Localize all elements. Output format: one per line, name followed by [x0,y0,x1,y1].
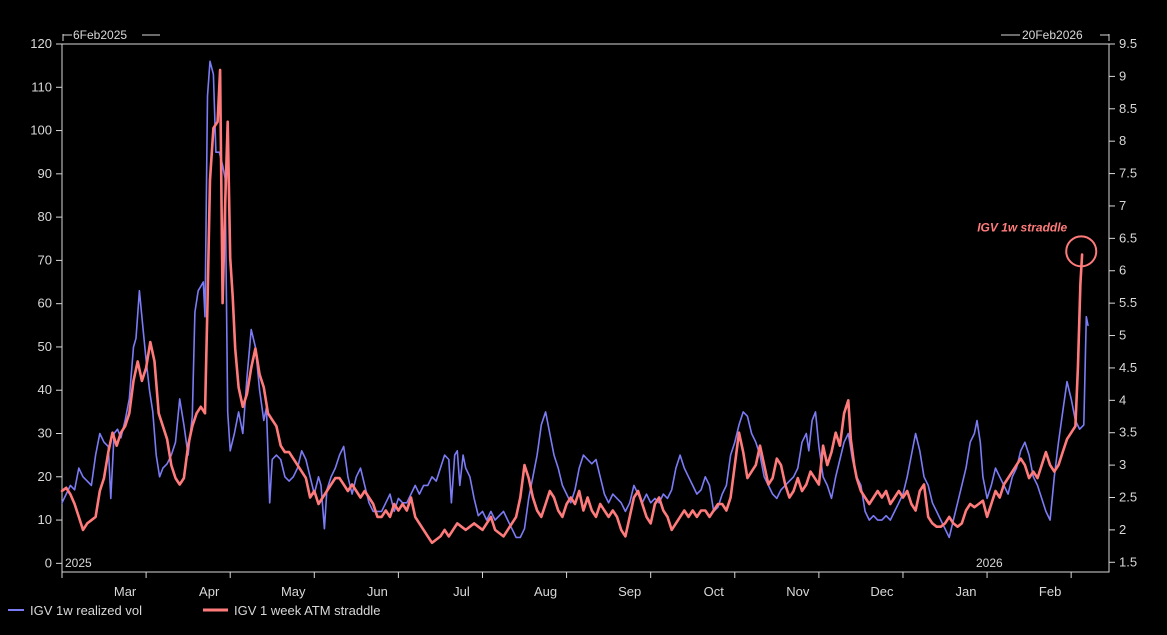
right-y-tick-label: 1.5 [1119,554,1137,569]
x-tick-label: Apr [199,584,220,599]
right-y-tick-label: 9.5 [1119,36,1137,51]
left-y-tick-label: 80 [38,209,52,224]
right-y-tick-label: 4.5 [1119,360,1137,375]
x-tick-label: Aug [534,584,557,599]
right-y-tick-label: 7.5 [1119,166,1137,181]
right-y-tick-label: 7 [1119,198,1126,213]
left-y-tick-label: 50 [38,339,52,354]
left-y-tick-label: 20 [38,469,52,484]
right-y-tick-label: 3 [1119,457,1126,472]
plot-frame [61,43,1110,573]
x-tick-label: Jul [453,584,470,599]
right-y-tick-label: 4 [1119,392,1126,407]
right-y-tick-label: 9 [1119,68,1126,83]
right-y-tick-label: 5 [1119,328,1126,343]
left-y-tick-label: 120 [30,36,52,51]
right-y-tick-label: 2.5 [1119,489,1137,504]
end-date-marker: 20Feb2026 [1001,28,1110,42]
right-y-tick-label: 3.5 [1119,425,1137,440]
left-y-tick-label: 90 [38,166,52,181]
left-y-tick-label: 60 [38,296,52,311]
left-y-tick-label: 100 [30,123,52,138]
right-y-axis: 1.5 2 2.5 3 3.5 4 4.5 5 5.5 6 6.5 7 7.5 8 8.5 9 9.5 [1109,36,1137,569]
legend-item-realized-vol: IGV 1w realized vol [8,603,142,618]
left-y-tick-label: 70 [38,252,52,267]
left-y-axis: 0 10 20 30 40 50 60 70 80 90 100 110 120 [30,36,62,570]
series-line-atm-straddle [60,68,1084,545]
series-line-realized-vol [61,60,1089,539]
right-y-tick-label: 2 [1119,522,1126,537]
right-y-tick-label: 6.5 [1119,230,1137,245]
end-date-label: 20Feb2026 [1022,28,1083,42]
legend-item-atm-straddle: IGV 1 week ATM straddle [203,603,380,618]
legend-label-atm-straddle: IGV 1 week ATM straddle [234,603,380,618]
x-tick-label: Dec [870,584,894,599]
year-label-2025: 2025 [65,556,92,570]
annotation-text: IGV 1w straddle [977,220,1067,234]
x-tick-label: Nov [786,584,810,599]
right-y-tick-label: 8 [1119,133,1126,148]
right-y-tick-label: 6 [1119,263,1126,278]
right-y-tick-label: 5.5 [1119,295,1137,310]
x-tick-label: Jan [956,584,977,599]
x-tick-label: May [281,584,306,599]
left-y-tick-label: 110 [31,79,52,94]
year-label-2026: 2026 [976,556,1003,570]
x-tick-label: Oct [704,584,725,599]
x-axis: Mar Apr May Jun Jul Aug Sep Oct Nov Dec Jan Feb [61,572,1072,599]
start-date-label: 6Feb2025 [73,28,127,42]
series-group [60,60,1089,545]
annotation-circle [1065,235,1098,268]
x-tick-label: Sep [618,584,641,599]
legend: IGV 1w realized vol IGV 1 week ATM strad… [8,603,380,618]
left-y-tick-label: 40 [38,382,52,397]
legend-label-realized-vol: IGV 1w realized vol [30,603,142,618]
start-date-marker: 6Feb2025 [62,28,160,42]
left-y-tick-label: 10 [38,512,52,527]
left-y-tick-label: 30 [38,426,52,441]
plot-border [61,43,1110,573]
x-tick-label: Jun [367,584,388,599]
right-y-tick-label: 8.5 [1119,101,1137,116]
left-y-tick-label: 0 [45,555,52,570]
annotation: IGV 1w straddle [977,220,1098,268]
x-tick-label: Mar [114,584,137,599]
x-tick-label: Feb [1039,584,1061,599]
